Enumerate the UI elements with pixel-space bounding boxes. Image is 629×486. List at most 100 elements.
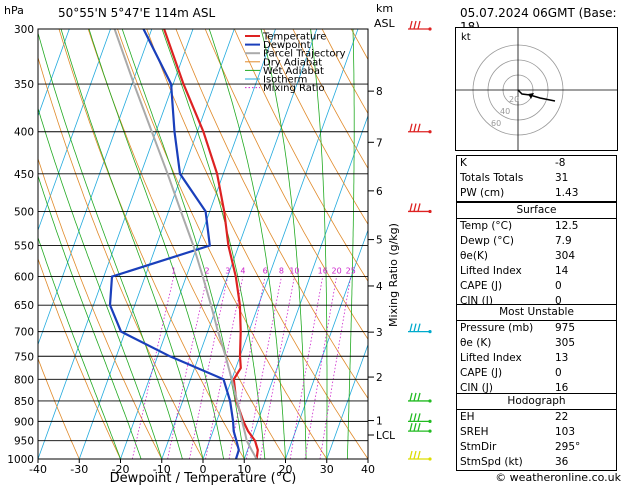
legend-entry: Dewpoint	[263, 40, 311, 51]
pressure-tick-label: 600	[14, 272, 34, 284]
km-tick-label: 2	[376, 372, 383, 384]
wind-barb	[408, 123, 432, 134]
wet-adiabat-line	[38, 31, 183, 459]
surface-index-label: Dewp (°C)	[460, 235, 514, 247]
mixing-ratio-label: 6	[263, 267, 268, 276]
pressure-tick-label: 350	[14, 79, 34, 91]
pressure-tick-label: 450	[14, 169, 34, 181]
km-tick-label: 7	[376, 137, 383, 149]
mixing-ratio-label: 25	[346, 267, 356, 276]
hodograph-ring-label: 60	[491, 119, 501, 128]
x-tick-label: -40	[29, 463, 47, 476]
series-line-temperature	[163, 29, 259, 459]
hpa-label: hPa	[4, 4, 24, 17]
storm-motion-marker	[528, 93, 534, 99]
most-unstable-index-value: 13	[555, 352, 569, 364]
hodograph-index-row: EH 22	[457, 410, 616, 425]
x-axis-title: Dewpoint / Temperature (°C)	[110, 471, 297, 486]
general-index-row: PW (cm) 1.43	[457, 186, 616, 201]
dry-adiabat-line	[234, 29, 368, 282]
legend-entry: Mixing Ratio	[263, 83, 325, 94]
general-index-label: K	[460, 157, 467, 169]
km-tick-label: 1	[376, 416, 383, 428]
mixing-ratio-label: 1	[171, 267, 176, 276]
legend-entry: Parcel Trajectory	[263, 49, 346, 60]
hodograph-index-label: StmSpd (kt)	[460, 456, 523, 468]
hodograph-index-value: 22	[555, 411, 569, 423]
surface-index-label: Temp (°C)	[460, 220, 513, 232]
wind-barb	[408, 422, 432, 433]
wind-barb	[408, 392, 432, 403]
surface-index-label: Lifted Index	[460, 265, 522, 277]
hodograph-index-value: 295°	[555, 441, 581, 453]
wet-adiabat-line	[161, 29, 266, 459]
x-tick-label: -10	[153, 463, 171, 476]
hodograph-unit-label: kt	[461, 32, 471, 43]
location-label: 50°55'N 5°47'E 114m ASL	[58, 6, 216, 20]
legend-entry: Isotherm	[263, 75, 307, 86]
most-unstable-index-value: 0	[555, 367, 562, 379]
x-tick-label: 20	[279, 463, 293, 476]
most-unstable-index-row: Lifted Index 13	[457, 351, 616, 366]
hodograph-indices-title: Hodograph	[457, 394, 616, 410]
km-label: km	[376, 2, 393, 15]
isotherm-line	[202, 29, 359, 459]
km-tick-label: 4	[376, 281, 383, 293]
most-unstable-index-row: CAPE (J) 0	[457, 366, 616, 381]
surface-index-label: CAPE (J)	[460, 280, 503, 292]
pressure-tick-label: 700	[14, 327, 34, 339]
km-tick-label: 5	[376, 235, 383, 247]
dry-adiabat-line	[292, 29, 368, 170]
isotherm-line	[38, 29, 70, 117]
hodograph-index-label: StmDir	[460, 441, 497, 453]
legend-entry: Dry Adiabat	[263, 57, 322, 68]
surface-index-value: 0	[555, 280, 562, 292]
most-unstable-index-value: 16	[555, 382, 569, 394]
surface-index-row: θe(K) 304	[457, 249, 616, 264]
isotherm-line	[326, 343, 368, 459]
general-index-value: 1.43	[555, 187, 579, 199]
x-tick-label: -20	[112, 463, 130, 476]
surface-index-value: 14	[555, 265, 569, 277]
isotherm-line	[243, 114, 368, 459]
x-tick-label: 0	[200, 463, 207, 476]
indices-general-box: K -8 Totals Totals 31 PW (cm) 1.43	[456, 155, 617, 202]
general-index-value: 31	[555, 172, 569, 184]
hodograph: 20 40 60 kt	[455, 27, 618, 151]
most-unstable-index-row: Pressure (mb) 975	[457, 321, 616, 336]
x-tick-label: -30	[70, 463, 88, 476]
mixing-ratio-line	[167, 276, 208, 459]
hodograph-ring-label: 20	[509, 95, 519, 104]
surface-box: Surface Temp (°C) 12.5 Dewp (°C) 7.9 θe(K) 30…	[456, 202, 617, 310]
mixing-ratio-label: 10	[289, 267, 299, 276]
mixing-ratio-label: 20	[332, 267, 342, 276]
dry-adiabat-line	[58, 29, 245, 459]
surface-index-value: 7.9	[555, 235, 572, 247]
isotherm-line	[285, 228, 368, 459]
pressure-tick-label: 500	[14, 206, 34, 218]
most-unstable-index-label: Lifted Index	[460, 352, 522, 364]
pressure-tick-label: 900	[14, 416, 34, 428]
surface-title: Surface	[457, 203, 616, 219]
most-unstable-index-value: 975	[555, 322, 576, 334]
general-index-row: K -8	[457, 156, 616, 171]
most-unstable-index-label: Pressure (mb)	[460, 322, 534, 334]
isotherm-line	[78, 29, 235, 459]
wet-adiabat-line	[60, 29, 204, 459]
most-unstable-box: Most Unstable Pressure (mb) 975 θe (K) 305 L…	[456, 304, 617, 397]
km-tick-label: 8	[376, 86, 383, 98]
pressure-tick-label: 950	[14, 436, 34, 448]
x-tick-label: 10	[237, 463, 251, 476]
wind-barb	[408, 203, 432, 214]
mixing-ratio-label: 3	[225, 267, 230, 276]
surface-index-row: Lifted Index 14	[457, 264, 616, 279]
km-tick-label: 3	[376, 327, 383, 339]
most-unstable-index-value: 305	[555, 337, 576, 349]
pressure-tick-label: 850	[14, 396, 34, 408]
pressure-tick-label: 300	[14, 24, 34, 36]
wet-adiabat-line	[38, 107, 163, 459]
most-unstable-index-label: CIN (J)	[460, 382, 493, 394]
general-index-row: Totals Totals 31	[457, 171, 616, 186]
series-line-parcel-trajectory	[113, 29, 258, 459]
mixing-ratio-label: 4	[240, 267, 245, 276]
